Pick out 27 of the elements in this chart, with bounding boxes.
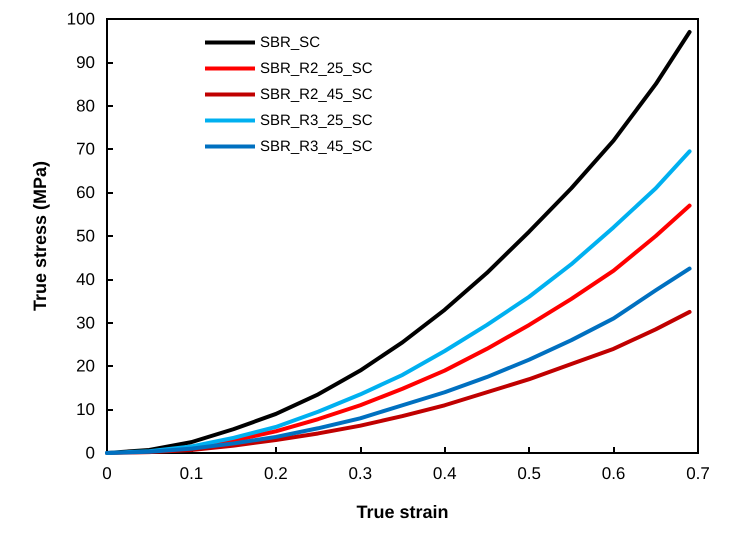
line-series (105, 266, 692, 455)
legend-label: SBR_R3_45_SC (260, 138, 373, 155)
y-tick-label: 80 (76, 96, 95, 116)
y-tick-label: 40 (76, 270, 95, 289)
legend-label: SBR_R2_25_SC (260, 60, 373, 77)
y-tick-label: 30 (76, 313, 95, 332)
y-tick-label: 90 (76, 52, 95, 72)
legend-label: SBR_R2_45_SC (260, 86, 373, 103)
y-tick-label: 50 (76, 226, 95, 246)
y-axis-title: True stress (MPa) (30, 160, 50, 312)
x-tick-label: 0 (102, 464, 112, 483)
x-tick-label: 0.1 (180, 464, 204, 483)
x-tick-label: 0.6 (602, 464, 626, 483)
y-tick-label: 100 (66, 10, 95, 28)
y-tick-label: 70 (76, 140, 95, 159)
y-tick-label: 20 (76, 356, 95, 376)
x-axis-title: True strain (356, 502, 449, 522)
x-tick-label: 0.7 (686, 464, 710, 483)
y-tick-label: 60 (76, 183, 95, 202)
x-tick-label: 0.5 (517, 464, 541, 483)
y-tick-label: 10 (76, 400, 95, 420)
x-tick-label: 0.4 (432, 464, 457, 483)
y-tick-label: 0 (86, 444, 95, 462)
x-tick-label: 0.2 (264, 464, 288, 483)
x-tick-label: 0.3 (348, 464, 372, 483)
legend-label: SBR_SC (260, 34, 320, 51)
legend-label: SBR_R3_25_SC (260, 112, 373, 129)
